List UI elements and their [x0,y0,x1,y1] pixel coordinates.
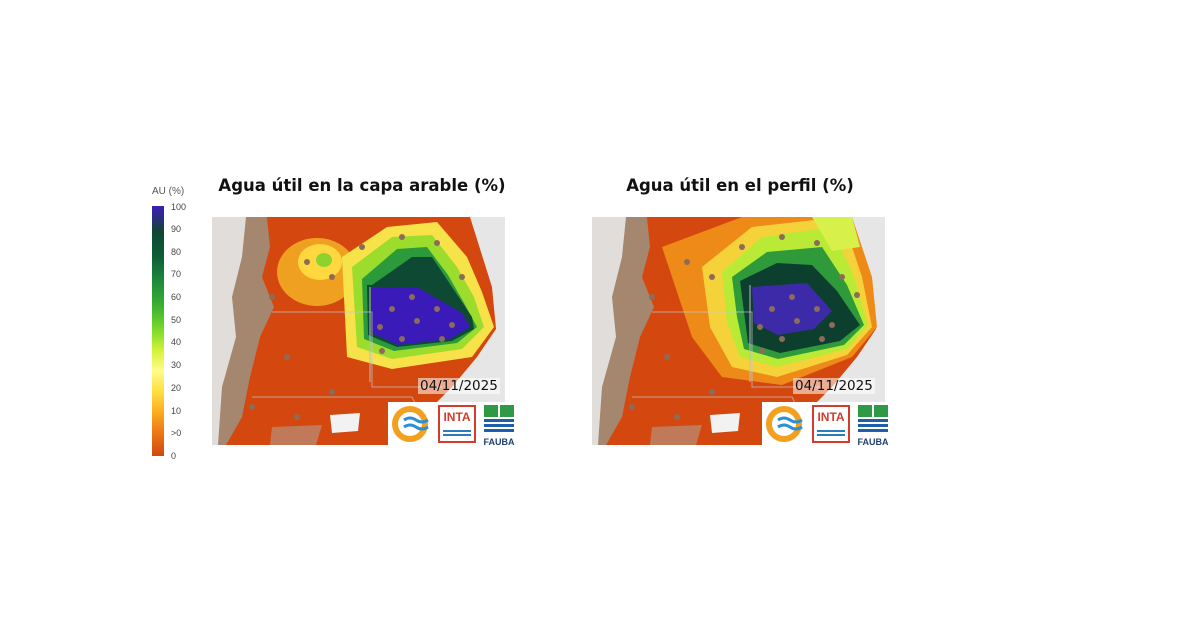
legend-tick: 30 [171,360,182,370]
inta-logo: INTA [438,405,476,443]
legend-color-bar [152,206,164,456]
institution-logos: INTA FAUBA [388,402,520,447]
panel-title: Agua útil en la capa arable (%) [218,176,506,195]
legend-tick: 80 [171,247,182,257]
legend-tick: 50 [171,315,182,325]
map-date: 04/11/2025 [418,378,500,394]
legend-tick: 10 [171,406,182,416]
legend-tick: 0 [171,451,177,461]
legend-tick: 100 [171,202,187,212]
institution-logos: INTA FAUBA [762,402,894,447]
legend-tick: >0 [171,428,182,438]
fauba-emblem-icon [858,405,888,432]
fauba-logo-text: FAUBA [857,437,889,447]
legend-tick: 70 [171,269,182,279]
legend-tick: 90 [171,224,182,234]
sponsor-circle-logo-icon [392,406,429,442]
fauba-logo: FAUBA [482,404,516,447]
legend-title: AU (%) [152,186,185,197]
panel-title: Agua útil en el perfil (%) [626,176,854,195]
map-graphic [592,217,885,445]
inta-logo: INTA [812,405,850,443]
inta-logo-text: INTA [443,410,471,424]
legend-tick: 20 [171,383,182,393]
inta-logo-text: INTA [817,410,845,424]
map-date: 04/11/2025 [793,378,875,394]
color-legend: AU (%) 100 90 80 70 60 50 40 30 20 10 >0… [140,186,200,466]
fauba-logo: FAUBA [856,404,890,447]
soil-water-map [592,217,885,445]
fauba-logo-text: FAUBA [483,437,515,447]
fauba-emblem-icon [484,405,514,432]
sponsor-circle-logo-icon [766,406,803,442]
legend-tick: 60 [171,292,182,302]
legend-tick: 40 [171,337,182,347]
